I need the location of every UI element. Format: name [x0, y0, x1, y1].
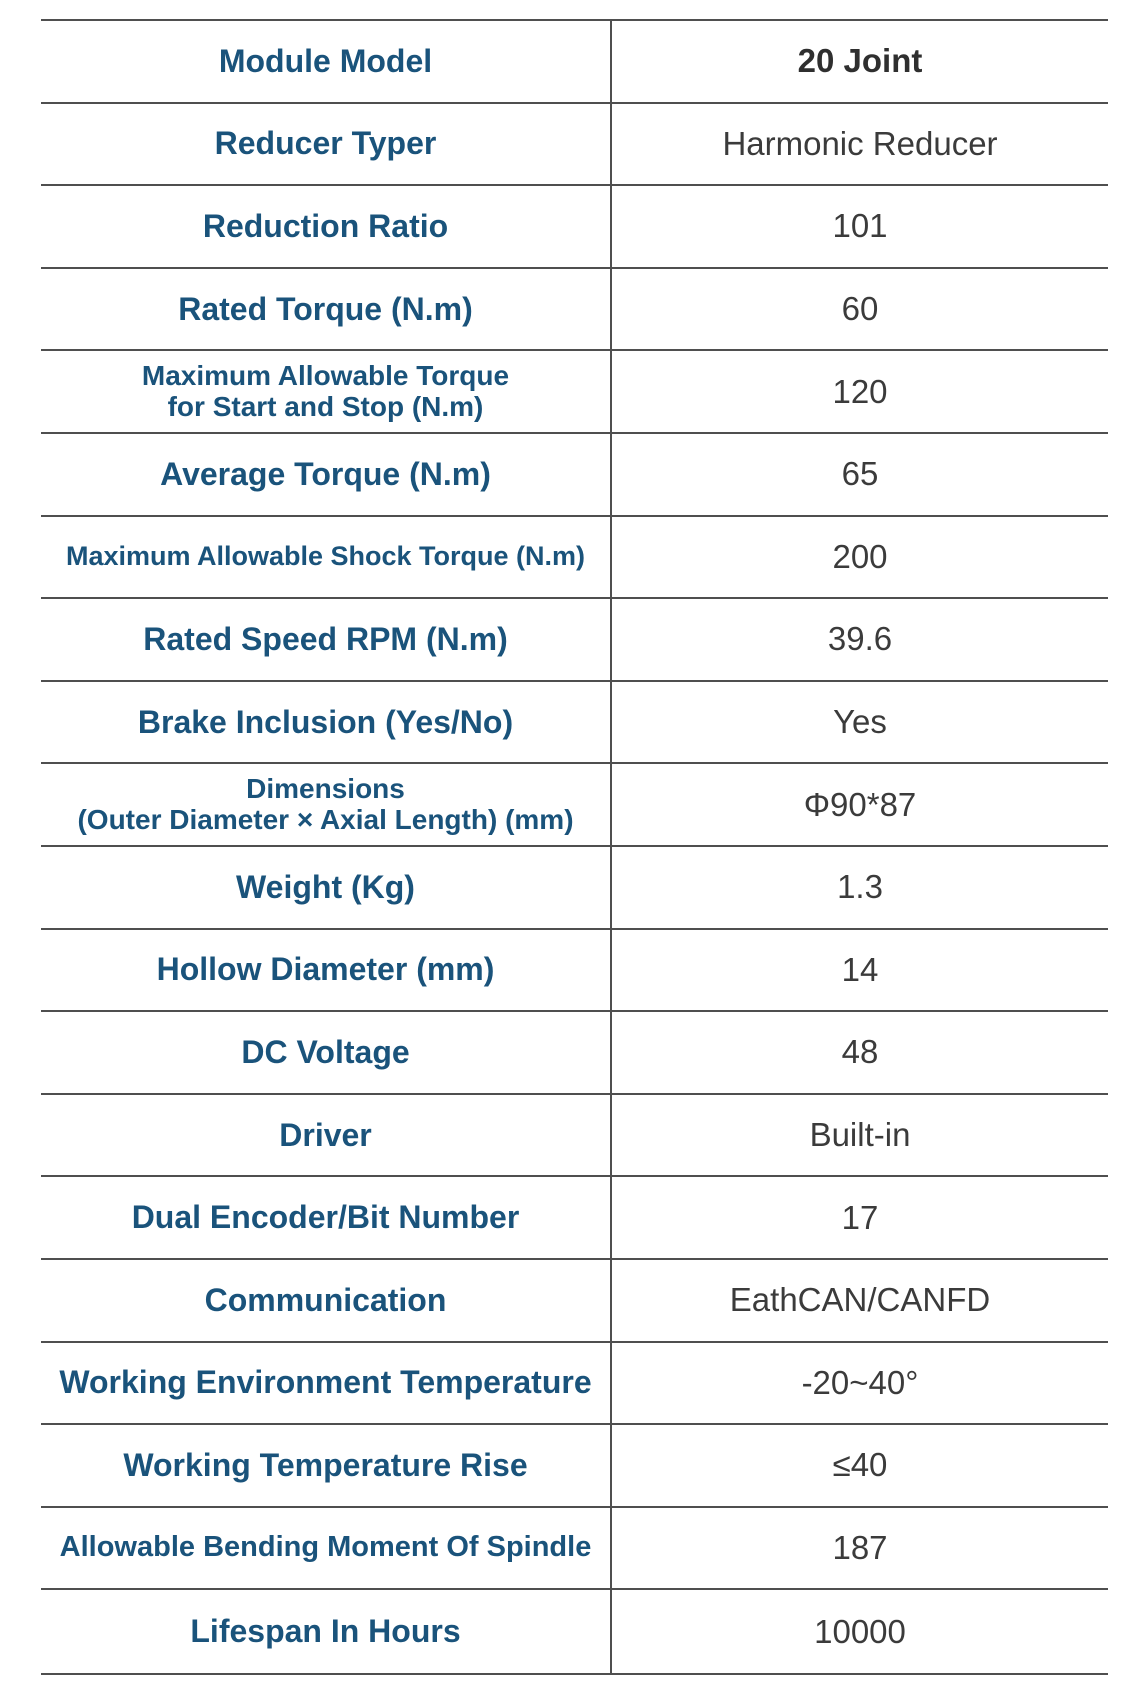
spec-label: Lifespan In Hours	[41, 1590, 612, 1673]
spec-value: 48	[841, 1033, 879, 1071]
spec-row-max-allowable-shock-torque: Maximum Allowable Shock Torque (N.m) 200	[41, 516, 1108, 600]
spec-value: Φ90*87	[803, 785, 917, 823]
spec-label: Brake Inclusion (Yes/No)	[41, 681, 612, 763]
spec-row-weight: Weight (Kg) 1.3	[41, 846, 1108, 930]
spec-label: Working Temperature Rise	[41, 1425, 612, 1506]
spec-row-module-model: Module Model 20 Joint	[41, 21, 1108, 104]
spec-label: Weight (Kg)	[41, 846, 612, 928]
spec-value: EathCAN/CANFD	[729, 1281, 991, 1319]
spec-row-dual-encoder: Dual Encoder/Bit Number 17	[41, 1177, 1108, 1260]
spec-label: Allowable Bending Moment Of Spindle	[41, 1507, 612, 1589]
spec-label: Hollow Diameter (mm)	[41, 929, 612, 1011]
spec-label: Module Model	[41, 21, 612, 102]
spec-row-reducer-type: Reducer Typer Harmonic Reducer	[41, 103, 1108, 187]
spec-label: Driver	[41, 1094, 612, 1176]
spec-row-working-temperature-rise: Working Temperature Rise ≤40	[41, 1425, 1108, 1508]
spec-value: 1.3	[837, 868, 883, 906]
spec-value: 101	[832, 207, 888, 245]
spec-row-communication: Communication EathCAN/CANFD	[41, 1259, 1108, 1343]
spec-label: Reducer Typer	[41, 103, 612, 185]
spec-row-hollow-diameter: Hollow Diameter (mm) 14	[41, 929, 1108, 1013]
spec-value: 39.6	[827, 620, 893, 658]
spec-value: 200	[832, 537, 888, 575]
spec-label: Rated Torque (N.m)	[41, 268, 612, 350]
spec-row-allowable-bending-moment: Allowable Bending Moment Of Spindle 187	[41, 1507, 1108, 1591]
spec-label: Dual Encoder/Bit Number	[41, 1177, 612, 1258]
spec-row-driver: Driver Built-in	[41, 1094, 1108, 1178]
spec-label: Reduction Ratio	[41, 186, 612, 267]
spec-label: Maximum Allowable Shock Torque (N.m)	[41, 516, 612, 598]
spec-value: Harmonic Reducer	[722, 124, 998, 162]
spec-row-average-torque: Average Torque (N.m) 65	[41, 433, 1108, 517]
spec-value: Built-in	[809, 1116, 911, 1154]
spec-row-rated-speed: Rated Speed RPM (N.m) 39.6	[41, 599, 1108, 682]
spec-row-dimensions: Dimensions (Outer Diameter × Axial Lengt…	[41, 764, 1108, 847]
spec-value: Yes	[833, 703, 887, 741]
spec-row-rated-torque: Rated Torque (N.m) 60	[41, 268, 1108, 352]
spec-value: 20 Joint	[797, 42, 923, 80]
spec-label: Communication	[41, 1259, 612, 1341]
spec-value: 14	[841, 950, 879, 988]
spec-label: Maximum Allowable Torque for Start and S…	[41, 351, 612, 432]
spec-row-brake-inclusion: Brake Inclusion (Yes/No) Yes	[41, 681, 1108, 765]
spec-value: -20~40°	[801, 1363, 919, 1401]
spec-value: 120	[832, 372, 888, 410]
spec-value: 10000	[814, 1612, 906, 1650]
spec-row-reduction-ratio: Reduction Ratio 101	[41, 186, 1108, 269]
spec-row-lifespan: Lifespan In Hours 10000	[41, 1590, 1108, 1673]
spec-label: Dimensions (Outer Diameter × Axial Lengt…	[41, 764, 612, 845]
spec-label: Rated Speed RPM (N.m)	[41, 599, 612, 680]
spec-table: Module Model 20 Joint Reducer Typer Harm…	[41, 19, 1108, 1675]
spec-value: ≤40	[832, 1446, 888, 1484]
spec-row-working-env-temperature: Working Environment Temperature -20~40°	[41, 1342, 1108, 1426]
spec-row-max-allowable-torque-start-stop: Maximum Allowable Torque for Start and S…	[41, 351, 1108, 434]
spec-value: 65	[841, 455, 879, 493]
spec-label: Working Environment Temperature	[41, 1342, 612, 1424]
spec-row-dc-voltage: DC Voltage 48	[41, 1012, 1108, 1095]
spec-value: 187	[832, 1529, 888, 1567]
spec-value: 17	[841, 1198, 879, 1236]
spec-label: DC Voltage	[41, 1012, 612, 1093]
spec-value: 60	[841, 290, 879, 328]
spec-label: Average Torque (N.m)	[41, 433, 612, 515]
